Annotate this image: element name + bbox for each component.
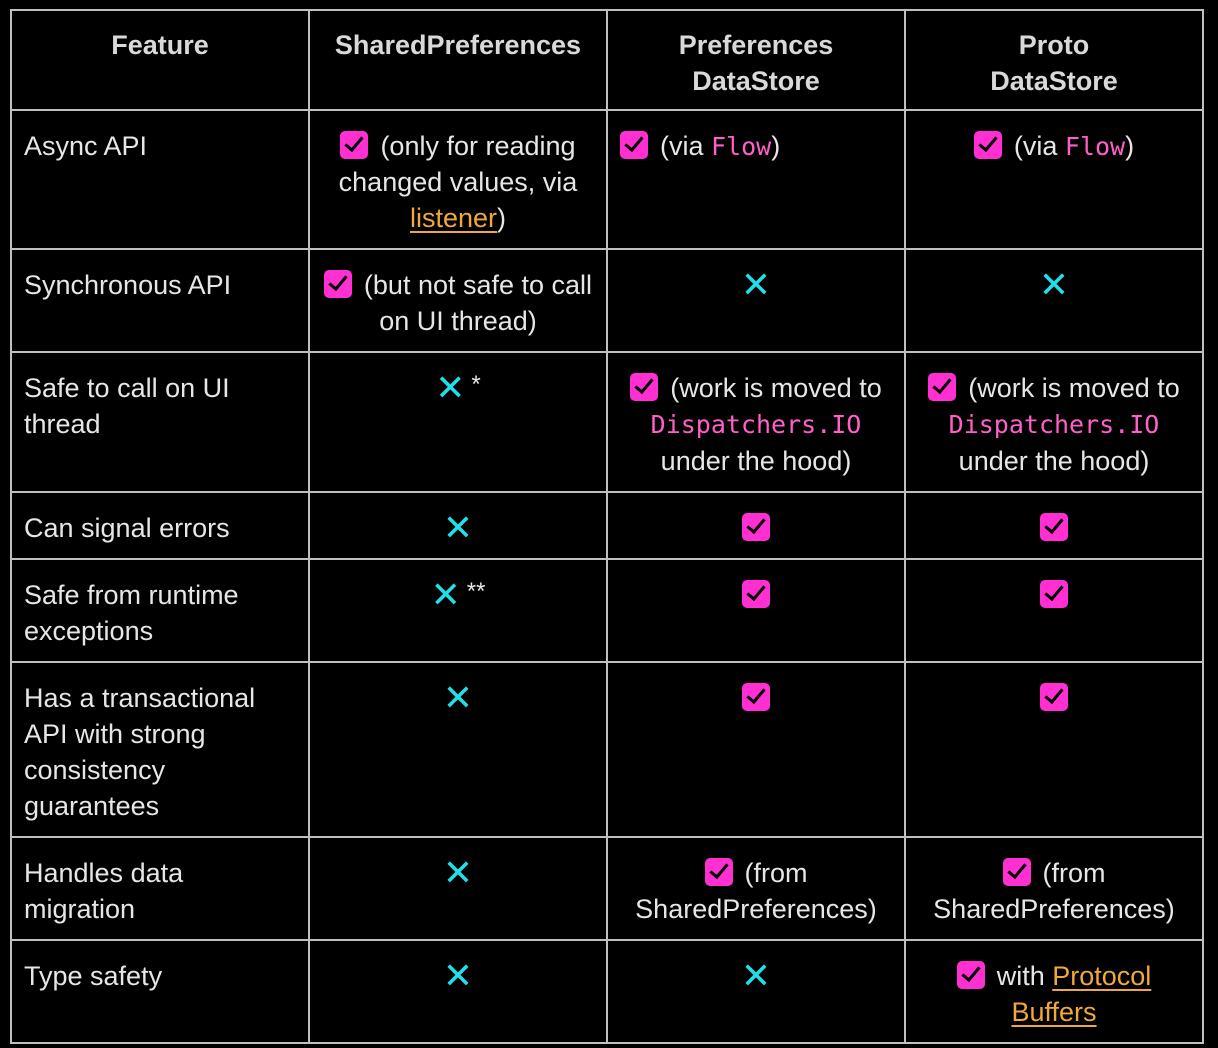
proto-datastore-cell: (from SharedPreferences) bbox=[904, 836, 1204, 941]
cross-mark-icon: ✕ bbox=[442, 955, 474, 996]
protocol-buffers-link[interactable]: Protocol Buffers bbox=[1011, 961, 1152, 1027]
header-preferences-datastore: Preferences DataStore bbox=[606, 9, 906, 111]
check-box-icon bbox=[1002, 858, 1031, 886]
check-box-icon bbox=[928, 373, 957, 401]
feature-cell: Safe from runtime exceptions bbox=[10, 558, 310, 663]
table-row: Safe from runtime exceptions ✕ ** bbox=[10, 558, 1204, 663]
check-box-icon bbox=[973, 131, 1002, 159]
table-row: Safe to call on UI thread ✕ * (work is mo… bbox=[10, 351, 1204, 493]
check-box-icon bbox=[1040, 683, 1068, 711]
check-box-icon bbox=[956, 961, 985, 989]
header-feature: Feature bbox=[10, 9, 310, 111]
feature-cell: Has a transactional API with strong cons… bbox=[10, 661, 310, 838]
preferences-datastore-cell: ✕ bbox=[606, 939, 906, 1044]
proto-datastore-cell: (via Flow) bbox=[904, 109, 1204, 250]
check-box-icon bbox=[742, 513, 770, 541]
feature-cell: Synchronous API bbox=[10, 248, 310, 353]
table-row: Synchronous API (but not safe to call on… bbox=[10, 248, 1204, 353]
shared-preferences-cell: ✕ bbox=[308, 661, 608, 838]
check-box-icon bbox=[1040, 580, 1068, 608]
table-row: Can signal errors ✕ bbox=[10, 491, 1204, 560]
check-box-icon bbox=[742, 683, 770, 711]
cross-mark-icon: ✕ bbox=[442, 677, 474, 718]
shared-preferences-cell: ✕ ** bbox=[308, 558, 608, 663]
feature-cell: Handles data migration bbox=[10, 836, 310, 941]
cross-mark-icon: ✕ bbox=[740, 955, 772, 996]
header-proto-datastore: Proto DataStore bbox=[904, 9, 1204, 111]
check-box-icon bbox=[704, 858, 733, 886]
table-row: Handles data migration ✕ (from SharedPre… bbox=[10, 836, 1204, 941]
preferences-datastore-cell bbox=[606, 661, 906, 838]
check-box-icon bbox=[1040, 513, 1068, 541]
cross-mark-icon: ✕ bbox=[1038, 264, 1070, 305]
feature-cell: Safe to call on UI thread bbox=[10, 351, 310, 493]
code-flow: Flow bbox=[1064, 132, 1126, 161]
preferences-datastore-cell bbox=[606, 491, 906, 560]
comparison-table: Feature SharedPreferences Preferences Dat… bbox=[10, 9, 1204, 1044]
shared-preferences-cell: (only for reading changed values, via li… bbox=[308, 109, 608, 250]
proto-datastore-cell bbox=[904, 661, 1204, 838]
preferences-datastore-cell bbox=[606, 558, 906, 663]
proto-datastore-cell bbox=[904, 558, 1204, 663]
proto-datastore-cell: with Protocol Buffers bbox=[904, 939, 1204, 1044]
feature-cell: Type safety bbox=[10, 939, 310, 1044]
shared-preferences-cell: ✕ bbox=[308, 939, 608, 1044]
feature-cell: Async API bbox=[10, 109, 310, 250]
table-header-row: Feature SharedPreferences Preferences Dat… bbox=[10, 9, 1204, 111]
table-row: Async API (only for reading changed valu… bbox=[10, 109, 1204, 250]
preferences-datastore-cell: (from SharedPreferences) bbox=[606, 836, 906, 941]
table-row: Has a transactional API with strong cons… bbox=[10, 661, 1204, 838]
header-shared-preferences: SharedPreferences bbox=[308, 9, 608, 111]
footnote-mark: * bbox=[471, 371, 481, 398]
cross-mark-icon: ✕ bbox=[442, 507, 474, 548]
check-box-icon bbox=[323, 270, 352, 298]
shared-preferences-cell: ✕ bbox=[308, 491, 608, 560]
cross-mark-icon: ✕ bbox=[435, 367, 466, 408]
code-dispatchers-io: Dispatchers.IO bbox=[948, 410, 1160, 439]
shared-preferences-cell: (but not safe to call on UI thread) bbox=[308, 248, 608, 353]
check-box-icon bbox=[340, 131, 369, 159]
shared-preferences-cell: ✕ bbox=[308, 836, 608, 941]
check-box-icon bbox=[742, 580, 770, 608]
check-box-icon bbox=[620, 131, 648, 159]
cross-mark-icon: ✕ bbox=[442, 852, 474, 893]
table-row: Type safety ✕ ✕ with Protocol Buffers bbox=[10, 939, 1204, 1044]
cross-mark-icon: ✕ bbox=[430, 574, 461, 615]
shared-preferences-cell: ✕ * bbox=[308, 351, 608, 493]
proto-datastore-cell: ✕ bbox=[904, 248, 1204, 353]
proto-datastore-cell: (work is moved to Dispatchers.IO under t… bbox=[904, 351, 1204, 493]
proto-datastore-cell bbox=[904, 491, 1204, 560]
cross-mark-icon: ✕ bbox=[740, 264, 772, 305]
preferences-datastore-cell: (via Flow) bbox=[606, 109, 906, 250]
feature-cell: Can signal errors bbox=[10, 491, 310, 560]
preferences-datastore-cell: (work is moved to Dispatchers.IO under t… bbox=[606, 351, 906, 493]
code-dispatchers-io: Dispatchers.IO bbox=[650, 410, 862, 439]
code-flow: Flow bbox=[711, 132, 772, 161]
preferences-datastore-cell: ✕ bbox=[606, 248, 906, 353]
check-box-icon bbox=[630, 373, 659, 401]
footnote-mark: ** bbox=[466, 578, 486, 605]
listener-link[interactable]: listener bbox=[409, 203, 498, 233]
